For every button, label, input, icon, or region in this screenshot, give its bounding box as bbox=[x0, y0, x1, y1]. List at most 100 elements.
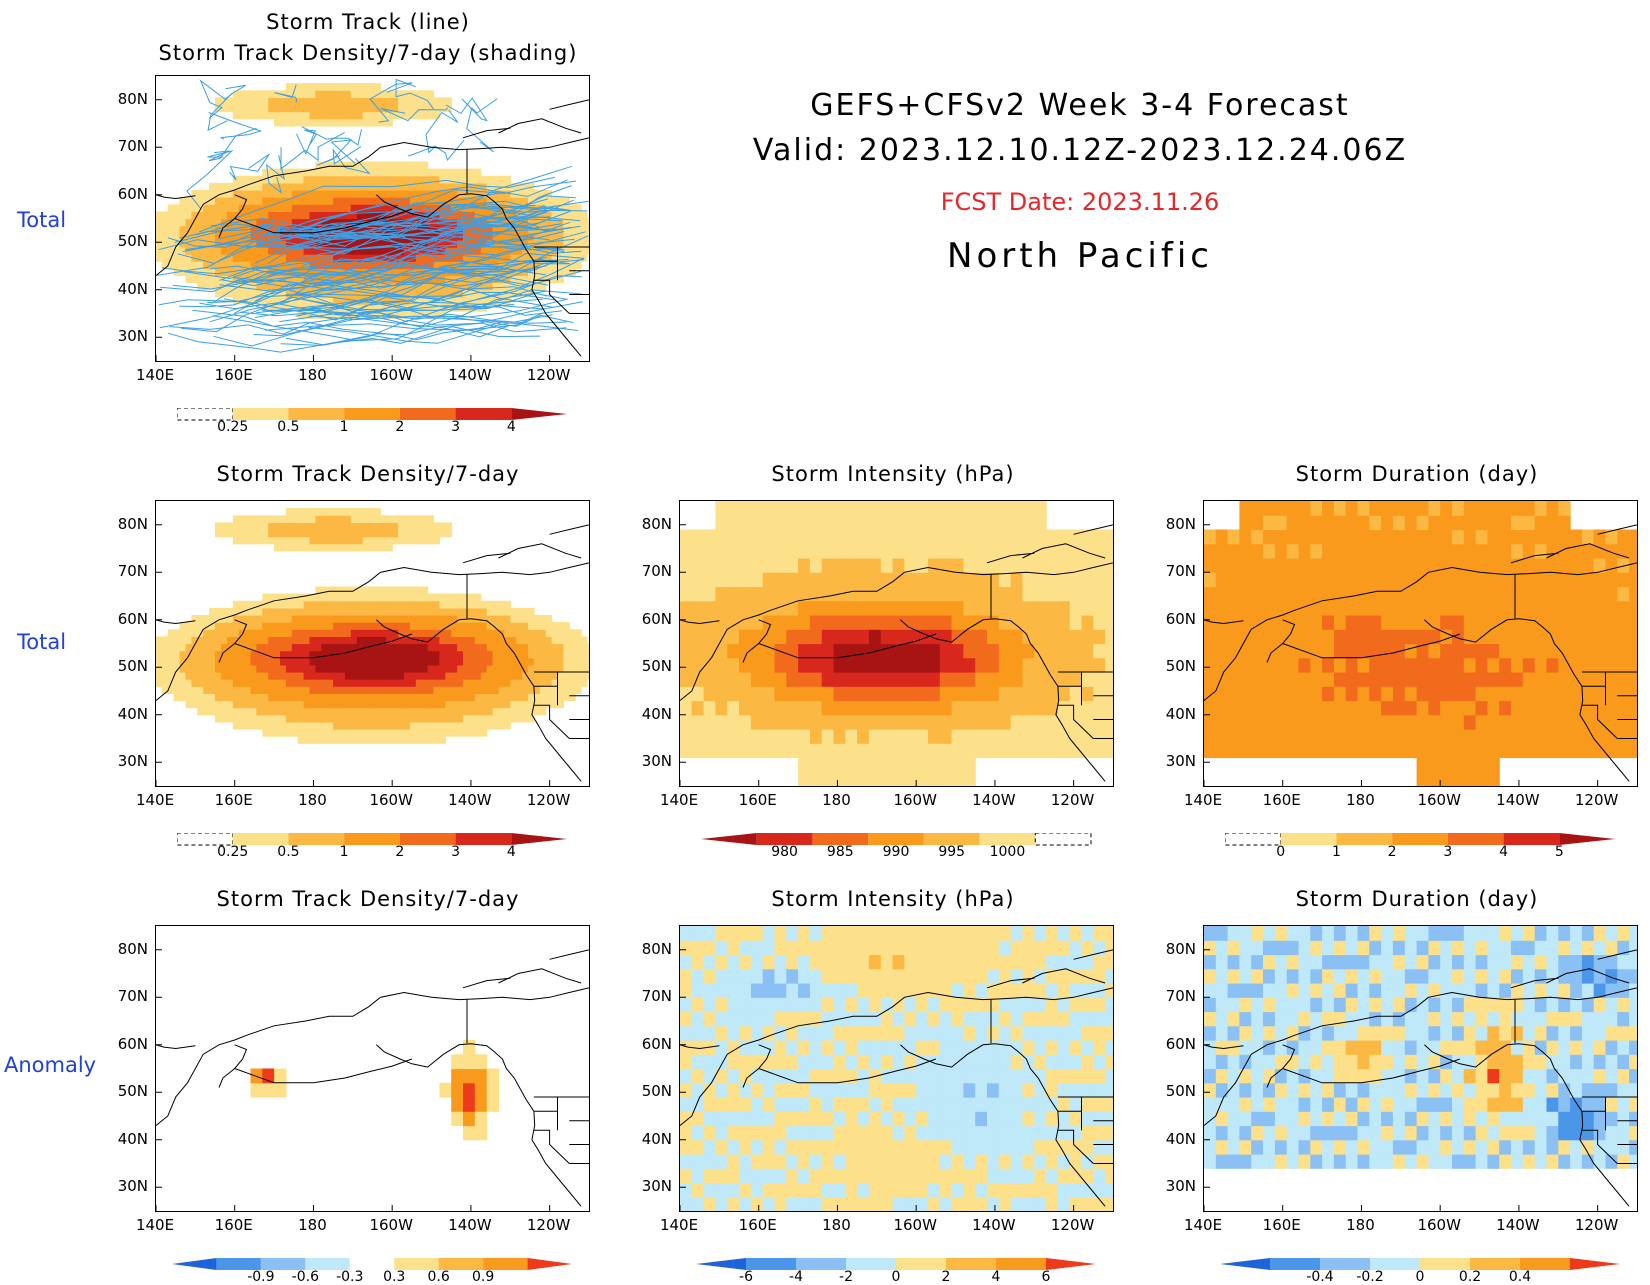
shade-cell bbox=[798, 644, 810, 659]
shade-cell bbox=[298, 508, 305, 516]
shade-cell bbox=[715, 601, 727, 616]
shade-cell bbox=[439, 693, 446, 701]
shade-cell bbox=[298, 636, 305, 644]
shade-cell bbox=[1487, 644, 1499, 659]
shade-cell bbox=[162, 233, 169, 241]
shade-cell bbox=[339, 97, 346, 105]
shade-cell bbox=[845, 1026, 857, 1041]
shade-cell bbox=[715, 1140, 727, 1155]
shade-cell bbox=[274, 658, 281, 666]
shade-cell bbox=[1629, 615, 1637, 630]
shade-cell bbox=[369, 515, 376, 523]
shade-cell bbox=[810, 1069, 822, 1084]
shade-cell bbox=[881, 1097, 893, 1112]
shade-cell bbox=[262, 708, 269, 716]
shade-cell bbox=[727, 1026, 739, 1041]
shade-cell bbox=[245, 679, 252, 687]
shade-cell bbox=[504, 176, 511, 184]
shade-cell bbox=[1334, 658, 1346, 673]
shade-cell bbox=[304, 736, 311, 744]
shade-cell bbox=[1547, 686, 1559, 701]
shade-cell bbox=[1369, 558, 1381, 573]
shade-cell bbox=[156, 226, 163, 234]
shade-cell bbox=[351, 686, 358, 694]
shade-cell bbox=[321, 204, 328, 212]
shade-cell bbox=[487, 708, 494, 716]
shade-cell bbox=[504, 686, 511, 694]
shade-cell bbox=[786, 715, 798, 730]
shade-cell bbox=[1369, 615, 1381, 630]
shade-cell bbox=[1393, 658, 1405, 673]
shade-cell bbox=[351, 672, 358, 680]
shade-cell bbox=[798, 501, 810, 516]
shade-cell bbox=[798, 715, 810, 730]
shade-cell bbox=[445, 658, 452, 666]
shade-cell bbox=[304, 722, 311, 730]
shade-cell bbox=[715, 686, 727, 701]
shade-cell bbox=[1606, 629, 1618, 644]
shade-cell bbox=[315, 693, 322, 701]
shade-cell bbox=[1070, 572, 1082, 587]
shade-cell bbox=[857, 501, 869, 516]
shade-cell bbox=[304, 636, 311, 644]
shade-cell bbox=[739, 1097, 751, 1112]
shade-cell bbox=[1381, 629, 1393, 644]
shade-cell bbox=[751, 544, 763, 559]
shade-cell bbox=[751, 940, 763, 955]
shade-cell bbox=[916, 672, 928, 687]
shade-cell bbox=[375, 672, 382, 680]
shade-cell bbox=[1381, 572, 1393, 587]
shade-cell bbox=[333, 644, 340, 652]
shade-cell bbox=[351, 701, 358, 709]
shade-cell bbox=[822, 701, 834, 716]
shade-cell bbox=[528, 715, 535, 723]
shade-cell bbox=[952, 530, 964, 545]
shade-cell bbox=[857, 1183, 869, 1198]
shade-cell bbox=[239, 679, 246, 687]
shade-cell bbox=[704, 1168, 716, 1183]
shade-cell bbox=[422, 594, 429, 602]
shade-cell bbox=[451, 729, 458, 737]
shade-cell bbox=[174, 636, 181, 644]
shade-cell bbox=[1011, 672, 1023, 687]
shade-cell bbox=[321, 629, 328, 637]
shade-cell bbox=[186, 219, 193, 227]
shade-cell bbox=[439, 701, 446, 709]
shade-cell bbox=[1287, 587, 1299, 602]
shade-cell bbox=[233, 622, 240, 630]
shade-cell bbox=[1547, 587, 1559, 602]
shade-cell bbox=[963, 515, 975, 530]
shade-cell bbox=[327, 665, 334, 673]
shade-cell bbox=[963, 587, 975, 602]
shade-cell bbox=[504, 665, 511, 673]
shade-cell bbox=[180, 636, 187, 644]
shade-cell bbox=[422, 729, 429, 737]
shade-cell bbox=[357, 537, 364, 545]
shade-cell bbox=[1594, 701, 1606, 716]
shade-cell bbox=[286, 629, 293, 637]
shade-cell bbox=[775, 1111, 787, 1126]
shade-cell bbox=[221, 665, 228, 673]
shade-cell bbox=[233, 204, 240, 212]
shade-cell bbox=[1487, 686, 1499, 701]
shade-cell bbox=[203, 615, 210, 623]
shade-cell bbox=[575, 211, 582, 219]
shading-layer bbox=[251, 1040, 500, 1140]
shade-cell bbox=[869, 1040, 881, 1055]
shade-cell bbox=[380, 736, 387, 744]
shade-cell bbox=[727, 715, 739, 730]
shade-cell bbox=[357, 665, 364, 673]
shade-cell bbox=[715, 558, 727, 573]
shade-cell bbox=[256, 686, 263, 694]
shade-cell bbox=[392, 601, 399, 609]
shade-cell bbox=[546, 651, 553, 659]
shade-cell bbox=[1239, 701, 1251, 716]
shade-cell bbox=[404, 701, 411, 709]
shade-cell bbox=[1093, 686, 1105, 701]
shade-cell bbox=[339, 508, 346, 516]
shade-cell bbox=[963, 672, 975, 687]
shade-cell bbox=[881, 926, 893, 941]
shade-cell bbox=[310, 97, 317, 105]
shade-cell bbox=[469, 636, 476, 644]
shade-cell bbox=[280, 105, 287, 113]
